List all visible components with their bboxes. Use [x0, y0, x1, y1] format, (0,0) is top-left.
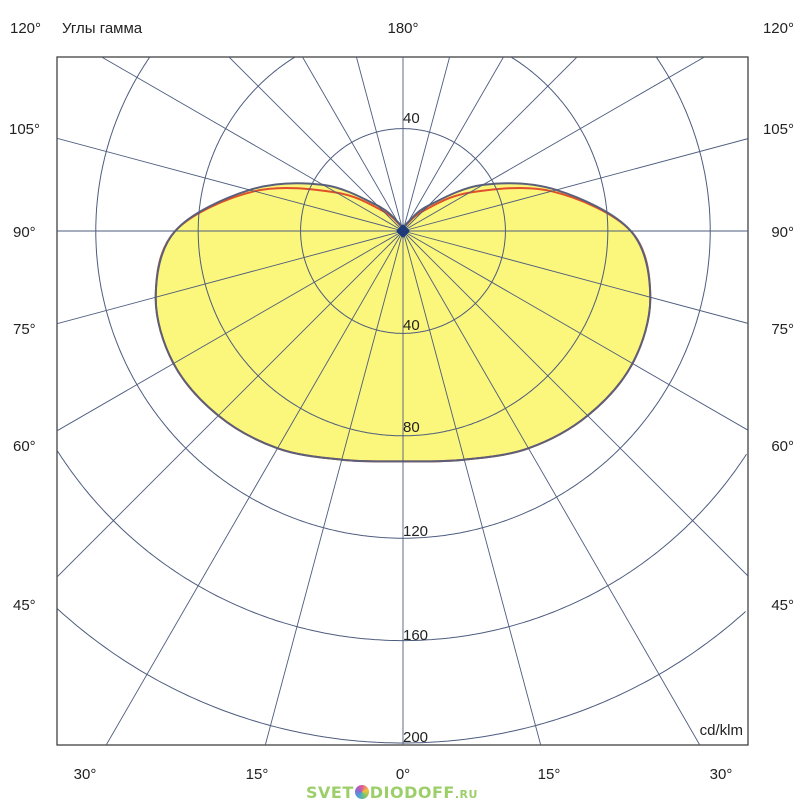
logo-icon [354, 785, 369, 799]
grid-circle-120 [95, 57, 711, 539]
angle-label-right-75: 75° [771, 321, 794, 338]
radial-label-120: 120 [403, 523, 428, 540]
angle-label-left-60: 60° [13, 438, 36, 455]
angle-label-left-90: 90° [13, 224, 36, 241]
grid-spoke-330 [105, 230, 404, 745]
angle-label-bottom-0: 0° [396, 766, 410, 783]
grid-spoke-240 [101, 57, 404, 232]
grid-spoke-75 [402, 230, 748, 324]
angle-label-bottom-15-left: 15° [246, 766, 269, 783]
grid-spoke-195 [355, 57, 404, 232]
grid-spoke-285 [57, 230, 404, 325]
radial-label-80: 80 [403, 419, 420, 436]
logo-suffix: .RU [454, 788, 478, 801]
watermark-logo: SVET DIODOFF.RU [306, 783, 478, 802]
angle-label-top-right: 120° [763, 20, 794, 37]
radial-label-200: 200 [403, 729, 428, 746]
chart-title: Углы гамма [62, 20, 143, 37]
grid-spoke-315 [57, 230, 404, 578]
grid-spoke-15 [402, 230, 542, 745]
angle-label-bottom-30-right: 30° [710, 766, 733, 783]
grid-circle-200 [57, 608, 746, 744]
grid-spoke-150 [402, 57, 504, 232]
radial-label-40: 40 [403, 317, 420, 334]
polar-intensity-chart: 120° Углы гамма 180° 120° 105° 90° 75° 6… [9, 20, 794, 783]
grid-circle-80 [197, 57, 609, 437]
angle-label-left-105: 105° [9, 121, 40, 138]
angle-label-left-45: 45° [13, 597, 36, 614]
grid-spoke-255 [57, 137, 404, 232]
grid-spoke-345 [264, 230, 404, 745]
angle-label-right-60: 60° [771, 438, 794, 455]
center-marker [396, 224, 410, 238]
logo-text-2: DIODOFF [369, 783, 455, 802]
angle-label-top-left: 120° [10, 20, 41, 37]
radial-label-up-40: 40 [403, 110, 420, 127]
grid-spoke-135 [402, 57, 578, 232]
grid-spoke-225 [228, 57, 404, 232]
radial-label-160: 160 [403, 627, 428, 644]
angle-label-bottom-15-right: 15° [538, 766, 561, 783]
angle-label-right-105: 105° [763, 121, 794, 138]
grid-spoke-300 [57, 230, 404, 432]
angle-label-left-75: 75° [13, 321, 36, 338]
logo-text-1: SVET [306, 783, 354, 802]
grid-spoke-30 [402, 230, 701, 745]
grid-spoke-105 [402, 138, 748, 232]
grid-spoke-120 [402, 57, 705, 232]
unit-label: cd/klm [700, 722, 743, 739]
angle-label-right-90: 90° [771, 224, 794, 241]
angle-label-bottom-30-left: 30° [74, 766, 97, 783]
angle-label-right-45: 45° [771, 597, 794, 614]
grid-spoke-45 [402, 230, 748, 577]
angle-label-top-center: 180° [387, 20, 418, 37]
grid-circle-160 [57, 450, 747, 642]
grid-spoke-210 [302, 57, 404, 232]
grid-spoke-165 [402, 57, 451, 232]
grid-spoke-60 [402, 230, 748, 431]
